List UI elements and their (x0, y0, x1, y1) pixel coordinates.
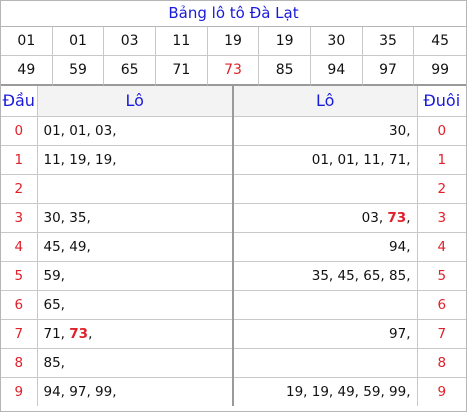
dau-cell: 2 (1, 174, 37, 204)
dau-cell: 5 (1, 261, 37, 291)
dau-cell: 8 (1, 348, 37, 378)
number-cell: 71 (156, 56, 208, 86)
duoi-cell: 7 (417, 319, 466, 349)
lo-values: 01, 01, 03, (43, 122, 117, 139)
table-row: 4 45, 49, 94, 4 (1, 232, 466, 262)
lo-left-cell: 94, 97, 99, (36, 377, 233, 406)
lo-values: 97, (389, 325, 411, 342)
duoi-cell: 4 (417, 232, 466, 262)
lo-values: 35, 45, 65, 85, (311, 267, 411, 284)
duoi-cell: 8 (417, 348, 466, 378)
lo-left-cell: 11, 19, 19, (36, 145, 233, 175)
table-row: 5 59, 35, 45, 65, 85, 5 (1, 261, 466, 291)
number-cell: 99 (414, 56, 466, 86)
lo-values: 01, 01, 11, 71, (311, 151, 411, 168)
lo-values: 19, 19, 49, 59, 99, (285, 383, 411, 400)
dau-cell: 6 (1, 290, 37, 320)
number-cell: 65 (104, 56, 156, 86)
table-row: 7 71, 73, 97, 7 (1, 319, 466, 349)
lo-right-cell: 19, 19, 49, 59, 99, (232, 377, 418, 406)
number-cell: 97 (362, 56, 415, 86)
number-grid: 01 01 03 11 19 19 30 35 45 49 59 65 71 73 85 94 97 99 (1, 27, 466, 86)
duoi-cell: 1 (417, 145, 466, 175)
lo-left-cell (36, 174, 233, 204)
highlight-number: 73 (387, 209, 407, 226)
table-row: 9 94, 97, 99, 19, 19, 49, 59, 99, 9 (1, 377, 466, 406)
number-cell: 11 (156, 27, 208, 56)
table-row: 8 85, 8 (1, 348, 466, 378)
lo-values: 45, 49, (43, 238, 91, 255)
lo-right-cell: 94, (232, 232, 418, 262)
lo-right-cell (232, 174, 418, 204)
number-cell: 94 (311, 56, 363, 86)
table-row: 6 65, 6 (1, 290, 466, 320)
lo-values: , (406, 209, 411, 226)
lo-values: 30, 35, (43, 209, 91, 226)
dau-cell: 4 (1, 232, 37, 262)
table-row: 0 01, 01, 03, 30, 0 (1, 116, 466, 146)
number-cell: 01 (52, 27, 105, 56)
header-lo-right: Lô (232, 86, 418, 117)
table-header-row: Đầu Lô Lô Đuôi (1, 86, 466, 117)
duoi-cell: 2 (417, 174, 466, 204)
lo-right-cell: 01, 01, 11, 71, (232, 145, 418, 175)
duoi-cell: 6 (417, 290, 466, 320)
lo-values: 94, 97, 99, (43, 383, 117, 400)
number-cell: 19 (207, 27, 260, 56)
header-duoi: Đuôi (417, 86, 466, 117)
number-cell: 49 (1, 56, 53, 86)
lo-left-cell: 65, (36, 290, 233, 320)
number-cell: 01 (1, 27, 53, 56)
duoi-cell: 9 (437, 383, 447, 400)
lo-left-cell: 59, (36, 261, 233, 291)
table-row: 3 30, 35, 03, 73, 3 (1, 203, 466, 233)
lo-right-cell: 97, (232, 319, 418, 349)
lo-values: 71, (43, 325, 70, 342)
header-lo-left: Lô (36, 86, 233, 117)
lo-right-cell: 30, (232, 116, 418, 146)
lo-values: 11, 19, 19, (43, 151, 117, 168)
lo-left-cell: 85, (36, 348, 233, 378)
lo-left-cell: 30, 35, (36, 203, 233, 233)
highlight-number: 73 (69, 325, 89, 342)
header-dau: Đầu (1, 86, 37, 117)
lo-right-cell: 35, 45, 65, 85, (232, 261, 418, 291)
board-title: Bảng lô tô Đà Lạt (1, 1, 466, 27)
lo-values: 30, (389, 122, 411, 139)
lo-values: 65, (43, 296, 65, 313)
duoi-cell: 0 (417, 116, 466, 146)
table-row: 1 11, 19, 19, 01, 01, 11, 71, 1 (1, 145, 466, 175)
lo-values: 85, (43, 354, 65, 371)
loto-table: Đầu Lô Lô Đuôi 0 01, 01, 03, 30, 0 1 11, 19, … (1, 86, 466, 406)
lo-values: , (88, 325, 93, 342)
dau-cell: 7 (1, 319, 37, 349)
number-cell: 59 (52, 56, 105, 86)
number-cell: 19 (259, 27, 311, 56)
dau-cell: 1 (1, 145, 37, 175)
dau-cell: 3 (1, 203, 37, 233)
number-cell: 03 (104, 27, 156, 56)
lo-right-cell (232, 290, 418, 320)
lo-values: 94, (389, 238, 411, 255)
number-cell: 45 (414, 27, 466, 56)
lo-left-cell: 71, 73, (36, 319, 233, 349)
lo-values: 59, (43, 267, 65, 284)
number-cell: 85 (259, 56, 311, 86)
number-cell: 73 (207, 56, 260, 86)
number-cell: 35 (362, 27, 415, 56)
lo-values: 03, (361, 209, 388, 226)
lo-left-cell: 01, 01, 03, (36, 116, 233, 146)
number-cell: 30 (311, 27, 363, 56)
lo-right-cell (232, 348, 418, 378)
lo-left-cell: 45, 49, (36, 232, 233, 262)
dau-cell: 9 (14, 383, 24, 400)
dau-cell: 0 (1, 116, 37, 146)
duoi-cell: 3 (417, 203, 466, 233)
lo-right-cell: 03, 73, (232, 203, 418, 233)
duoi-cell: 5 (417, 261, 466, 291)
